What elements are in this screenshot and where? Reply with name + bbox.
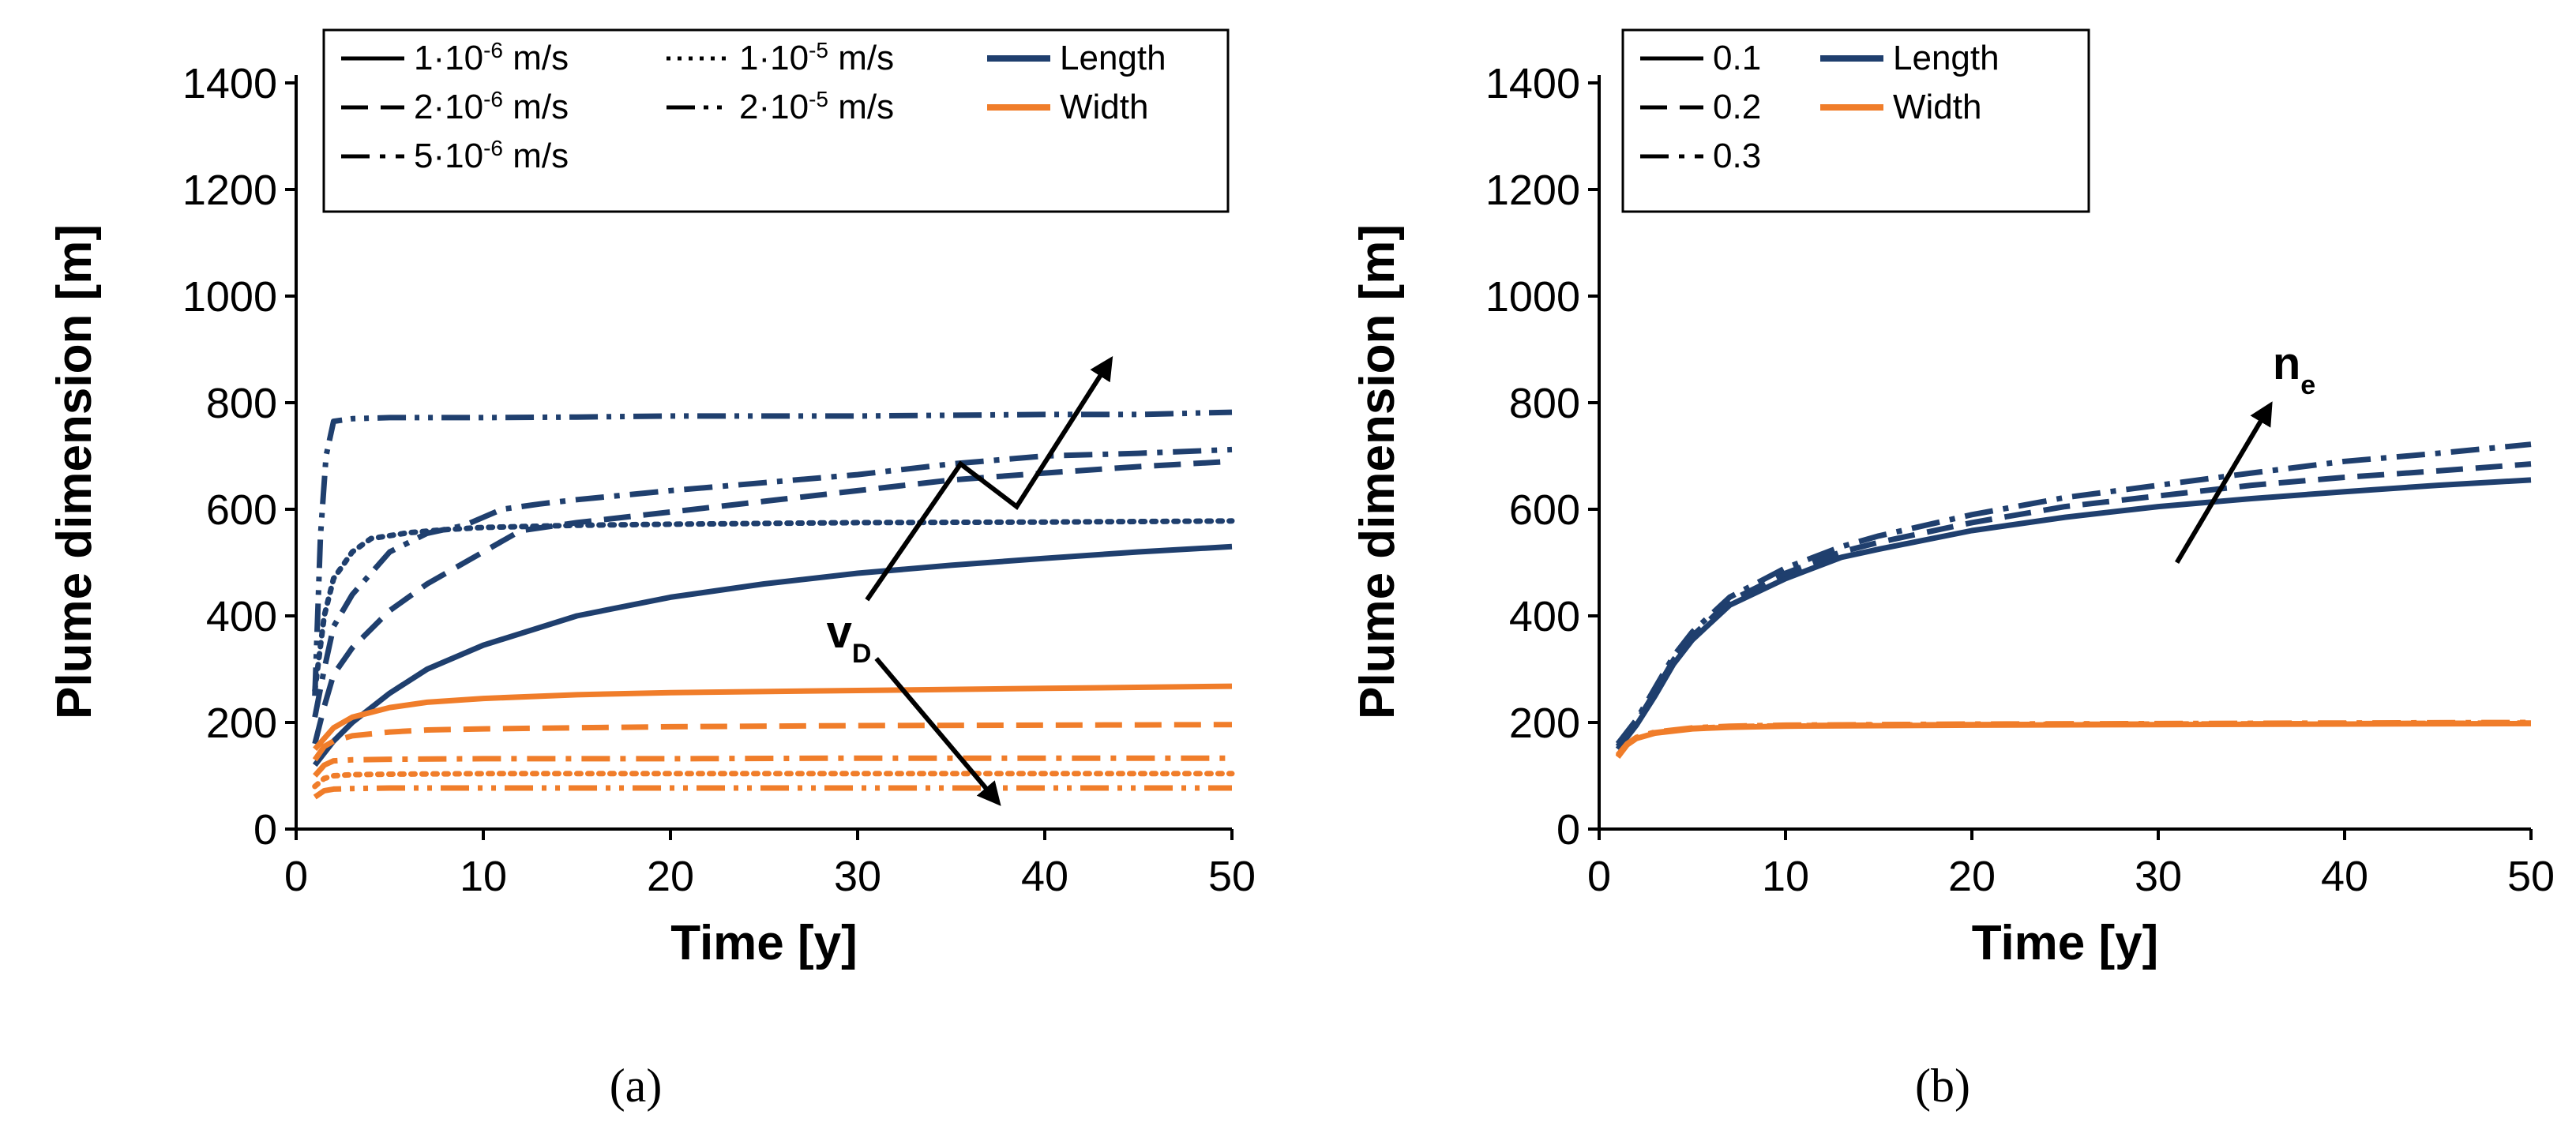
legend: 0.1 0.2 0.3 Length Width	[1621, 28, 2090, 213]
x-tick-label: 10	[460, 853, 507, 900]
y-tick-label: 400	[1509, 593, 1580, 640]
x-tick-label: 50	[2507, 853, 2555, 900]
series-line-length-1-10-5-m-s	[312, 518, 1235, 693]
series-line-width-0-1	[1615, 720, 2532, 760]
x-tick-label: 30	[2135, 853, 2182, 900]
y-tick-label: 1200	[182, 167, 277, 214]
x-tick-label: 30	[834, 853, 881, 900]
legend-label-length: Length	[1893, 39, 2000, 77]
annotation-label-ne: ne	[2273, 338, 2315, 400]
x-tick-label: 40	[2321, 853, 2368, 900]
series-line-length-5-10-6-m-s	[312, 446, 1233, 718]
y-axis-title: Plume dimension [m]	[47, 224, 102, 719]
y-tick-label: 1000	[1485, 273, 1580, 321]
y-tick-label: 1400	[1485, 60, 1580, 107]
y-tick-label: 1200	[1485, 167, 1580, 214]
annotation-arrows	[2175, 401, 2273, 565]
legend: 1·10-6 m/s 2·10-6 m/s 5·10-6 m/s 1·10-5 m/s…	[322, 28, 1230, 213]
y-tick-label: 0	[1556, 806, 1580, 854]
x-tick-label: 0	[1587, 853, 1611, 900]
series-line-width-0-3	[1615, 719, 2532, 757]
x-tick-label: 0	[284, 853, 308, 900]
series-line-length-0-2	[1615, 461, 2532, 749]
legend-label-0-2: 0.2	[1713, 88, 1761, 126]
y-tick-label: 0	[253, 806, 277, 854]
series-line-length-0-1	[1615, 477, 2532, 751]
x-tick-label: 20	[647, 853, 694, 900]
x-tick-label: 50	[1208, 853, 1256, 900]
annotation-label-vd: vD	[827, 606, 872, 669]
arrow-decreasing-width	[874, 657, 1001, 806]
chart-panel-b: 0 200 400 600 800 1000 1200 1400 0 10 20 30 40 50 Time…	[1350, 28, 2555, 1112]
arrow-increasing-length	[865, 355, 1113, 602]
x-axis-title: Time [y]	[1972, 916, 2159, 970]
y-tick-label: 1400	[182, 60, 277, 107]
series-line-width-1-10-5-m-s	[312, 771, 1235, 790]
y-tick-label: 200	[1509, 700, 1580, 747]
legend-label-5-10-6-m-s: 5·10-6 m/s	[414, 136, 569, 176]
series-line-width-2-10-6-m-s	[312, 722, 1233, 762]
legend-label-1-10-6-m-s: 1·10-6 m/s	[414, 38, 569, 78]
panel-caption: (b)	[1915, 1060, 1970, 1112]
legend-label-2-10-6-m-s: 2·10-6 m/s	[414, 87, 569, 127]
y-tick-label: 800	[1509, 380, 1580, 427]
legend-label-0-3: 0.3	[1713, 137, 1761, 175]
legend-box	[322, 28, 1230, 213]
series-line-width-1-10-6-m-s	[313, 683, 1233, 752]
arrow-increasing-porosity	[2175, 401, 2273, 565]
series-line-length-0-3	[1615, 441, 2532, 746]
panel-caption: (a)	[610, 1060, 663, 1112]
series-line-width-2-10-5-m-s	[313, 785, 1232, 800]
y-tick-label: 200	[206, 700, 277, 747]
y-tick-label: 800	[206, 380, 277, 427]
x-tick-label: 40	[1021, 853, 1068, 900]
legend-label-width: Width	[1893, 88, 1981, 126]
series-line-length-2-10-5-m-s	[312, 409, 1233, 696]
legend-label-width: Width	[1060, 88, 1148, 126]
y-tick-label: 1000	[182, 273, 277, 321]
annotation-arrows	[865, 355, 1113, 806]
series-line-length-1-10-6-m-s	[312, 543, 1233, 767]
legend-label-length: Length	[1060, 39, 1166, 77]
series-line-width-5-10-6-m-s	[313, 755, 1232, 778]
y-tick-label: 600	[206, 486, 277, 534]
x-axis-title: Time [y]	[670, 916, 858, 970]
y-tick-label: 400	[206, 593, 277, 640]
legend-label-0-1: 0.1	[1713, 39, 1761, 77]
y-tick-label: 600	[1509, 486, 1580, 534]
y-axis-title: Plume dimension [m]	[1350, 224, 1405, 719]
x-tick-label: 20	[1948, 853, 1996, 900]
legend-label-2-10-5-m-s: 2·10-5 m/s	[739, 87, 894, 127]
chart-panel-a: 0 200 400 600 800 1000 1200 1400 0 10 20 30 40 50 Time…	[47, 28, 1256, 1112]
x-tick-label: 10	[1762, 853, 1809, 900]
legend-label-1-10-5-m-s: 1·10-5 m/s	[739, 38, 894, 78]
